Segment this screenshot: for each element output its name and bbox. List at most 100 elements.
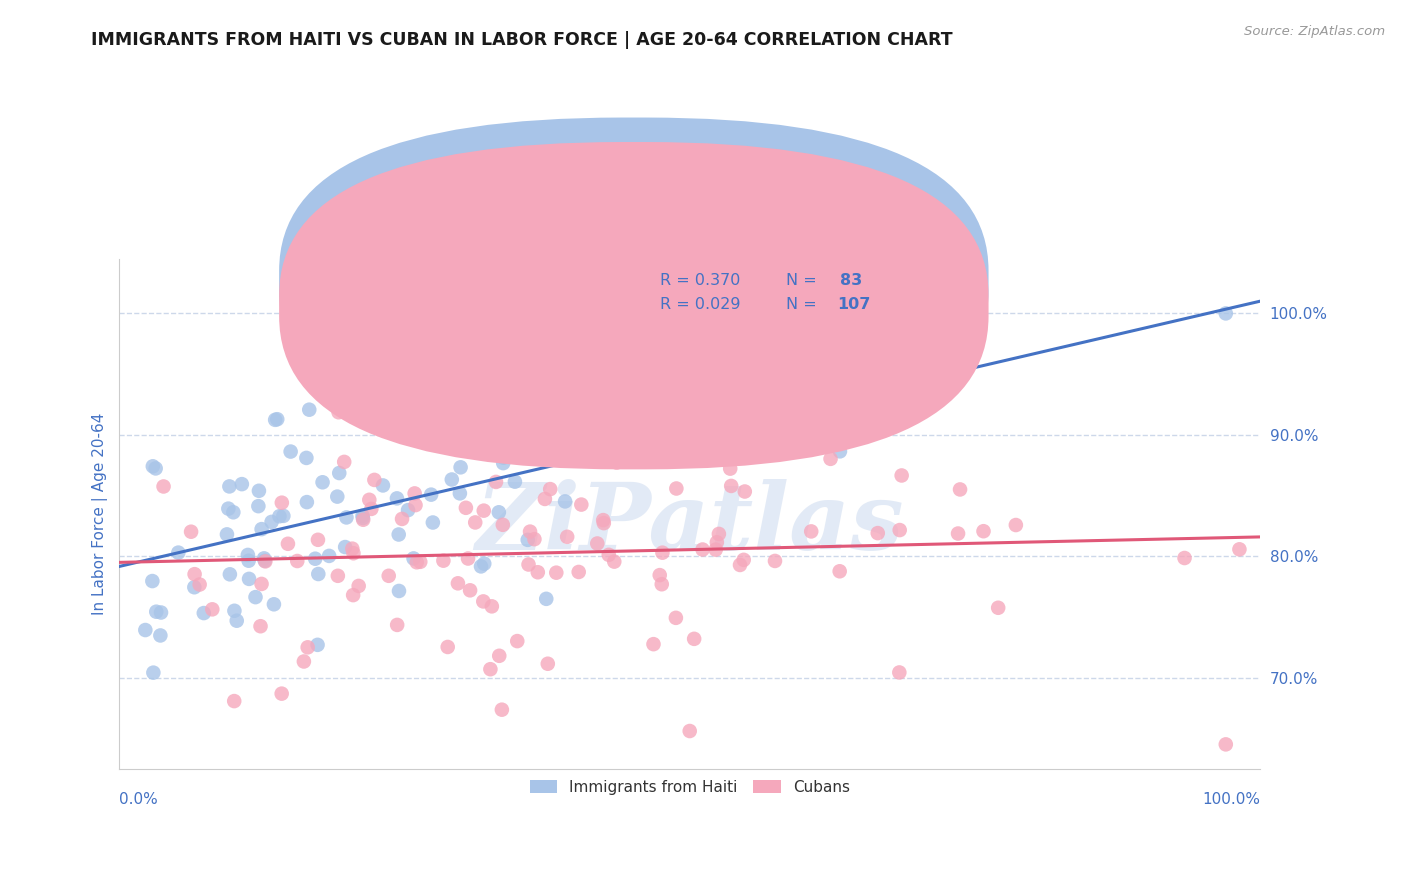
Point	[733, 553, 755, 567]
Point	[592, 513, 614, 527]
Point	[381, 425, 404, 439]
Point	[247, 499, 270, 513]
Point	[404, 486, 426, 500]
Point	[546, 566, 568, 580]
Point	[450, 460, 472, 475]
Point	[679, 724, 702, 739]
Point	[405, 498, 427, 512]
FancyBboxPatch shape	[280, 142, 988, 469]
Point	[707, 527, 730, 541]
Point	[347, 579, 370, 593]
Text: 83: 83	[841, 273, 862, 287]
Point	[734, 426, 756, 441]
Point	[250, 577, 273, 591]
Point	[946, 526, 969, 541]
FancyBboxPatch shape	[280, 118, 988, 445]
Point	[464, 516, 486, 530]
Point	[270, 687, 292, 701]
Point	[555, 530, 578, 544]
Point	[734, 484, 756, 499]
Point	[311, 475, 333, 490]
Point	[292, 655, 315, 669]
Point	[606, 456, 628, 470]
Point	[149, 628, 172, 642]
Point	[396, 503, 419, 517]
Point	[218, 479, 240, 493]
Point	[665, 482, 688, 496]
Point	[307, 638, 329, 652]
Point	[516, 533, 538, 547]
Point	[643, 637, 665, 651]
Point	[167, 546, 190, 560]
Point	[391, 512, 413, 526]
Point	[342, 541, 364, 556]
Point	[406, 391, 429, 405]
Point	[297, 640, 319, 655]
Point	[470, 559, 492, 574]
Point	[260, 515, 283, 529]
Point	[651, 577, 673, 591]
Point	[527, 566, 550, 580]
Point	[454, 500, 477, 515]
Point	[472, 503, 495, 517]
Point	[307, 533, 329, 547]
Point	[264, 413, 287, 427]
Point	[280, 444, 302, 458]
Point	[537, 657, 560, 671]
Point	[706, 535, 728, 549]
Point	[763, 554, 786, 568]
Point	[568, 565, 591, 579]
Point	[405, 555, 427, 569]
Point	[277, 537, 299, 551]
Point	[492, 517, 515, 532]
Point	[352, 511, 374, 525]
Point	[481, 599, 503, 614]
Point	[451, 364, 474, 378]
Point	[492, 450, 515, 465]
Point	[249, 619, 271, 633]
Point	[371, 478, 394, 492]
Point	[231, 477, 253, 491]
Point	[266, 412, 288, 426]
Point	[326, 569, 349, 583]
Point	[654, 417, 676, 431]
Point	[472, 594, 495, 608]
Point	[193, 606, 215, 620]
Text: 107: 107	[837, 297, 870, 312]
Point	[665, 611, 688, 625]
Point	[342, 588, 364, 602]
Point	[458, 583, 481, 598]
Text: IMMIGRANTS FROM HAITI VS CUBAN IN LABOR FORCE | AGE 20-64 CORRELATION CHART: IMMIGRANTS FROM HAITI VS CUBAN IN LABOR …	[91, 31, 953, 49]
Point	[506, 634, 529, 648]
Point	[866, 526, 889, 541]
Point	[409, 434, 432, 448]
Point	[134, 623, 156, 637]
Point	[598, 548, 620, 562]
Point	[889, 665, 911, 680]
Point	[285, 554, 308, 568]
FancyBboxPatch shape	[593, 264, 935, 327]
Point	[692, 542, 714, 557]
Point	[440, 473, 463, 487]
Point	[201, 602, 224, 616]
Point	[145, 605, 167, 619]
Point	[218, 567, 240, 582]
Point	[388, 584, 411, 599]
Point	[485, 475, 508, 489]
Point	[273, 508, 295, 523]
Point	[718, 461, 741, 475]
Point	[491, 703, 513, 717]
Legend: Immigrants from Haiti, Cubans: Immigrants from Haiti, Cubans	[524, 775, 855, 799]
Point	[247, 483, 270, 498]
Point	[318, 549, 340, 563]
Text: 0.0%: 0.0%	[120, 791, 159, 806]
Point	[519, 524, 541, 539]
Point	[457, 551, 479, 566]
Point	[295, 450, 318, 465]
Point	[1215, 306, 1237, 320]
Point	[651, 546, 673, 560]
Point	[359, 400, 381, 414]
Text: Source: ZipAtlas.com: Source: ZipAtlas.com	[1244, 25, 1385, 38]
Point	[307, 567, 329, 582]
Point	[238, 554, 260, 568]
